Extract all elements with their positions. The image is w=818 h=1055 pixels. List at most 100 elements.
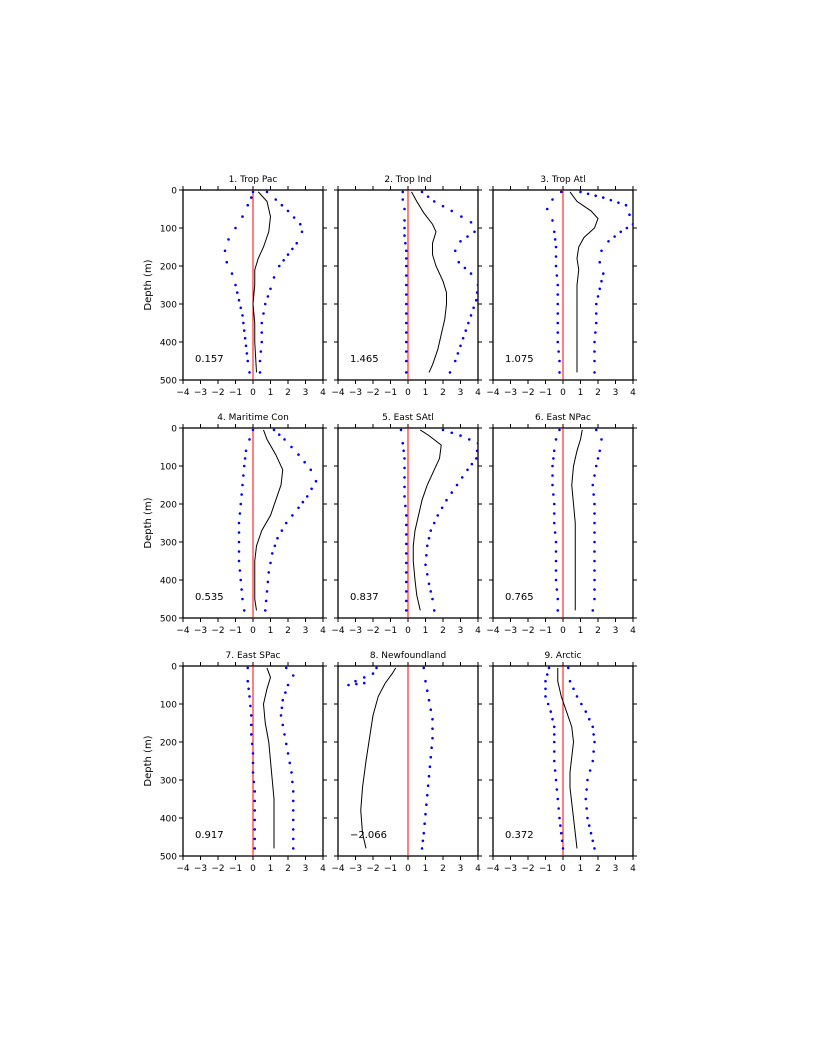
spread-profile-point <box>594 194 597 197</box>
spread-profile-point <box>551 464 554 468</box>
x-tick-label: 2 <box>285 864 291 874</box>
y-axis-label: Depth (m) <box>143 735 154 786</box>
spread-profile-point <box>355 682 358 686</box>
spread-profile-point <box>593 569 596 572</box>
x-tick-label: 4 <box>320 626 326 636</box>
spread-profile-point <box>593 740 596 744</box>
spread-profile-point <box>291 514 294 517</box>
spread-profile-point <box>280 203 284 207</box>
x-tick-label: −2 <box>366 626 379 636</box>
spread-profile-point <box>230 272 234 275</box>
spread-profile-point <box>440 506 444 510</box>
spread-profile-point <box>556 302 560 306</box>
x-tick-label: −4 <box>176 626 190 636</box>
spread-profile-point <box>556 340 560 344</box>
spread-profile-point <box>544 687 547 691</box>
x-tick-label: −4 <box>486 864 500 874</box>
spread-profile-point <box>260 321 264 325</box>
x-tick-label: 0 <box>560 626 566 636</box>
spread-profile-point <box>593 559 596 563</box>
spread-profile-point <box>253 799 257 803</box>
spread-profile-point <box>593 588 596 591</box>
spread-profile-point <box>403 457 406 460</box>
spread-profile-point <box>459 434 462 437</box>
spread-profile-point <box>431 597 434 601</box>
spread-profile-point <box>594 464 598 468</box>
spread-profile-point <box>461 336 465 340</box>
spread-profile-point <box>554 569 558 572</box>
spread-profile-point <box>558 359 561 363</box>
x-tick-label: 1 <box>268 388 274 398</box>
spread-profile-point <box>625 226 629 230</box>
spread-profile-point <box>401 198 405 201</box>
panel-title: 5. East SAtl <box>382 413 434 423</box>
spread-profile-point <box>432 609 436 612</box>
spread-profile-point <box>624 203 628 207</box>
spread-profile-point <box>404 552 408 555</box>
spread-profile-point <box>242 321 245 325</box>
spread-profile-point <box>246 666 250 670</box>
plot-area <box>399 428 478 618</box>
spread-profile-point <box>404 283 408 287</box>
spread-profile-point <box>404 523 408 527</box>
spread-profile-point <box>237 521 241 525</box>
spread-profile-point <box>276 536 279 540</box>
panel-9: 9. Arctic −4 −3 −2 −1 0 1 2 3 4 0.372 <box>486 651 637 874</box>
spread-profile-point <box>237 298 241 302</box>
spread-profile-point <box>248 438 251 441</box>
spread-profile-point <box>404 533 408 536</box>
x-tick-label: 4 <box>320 388 326 398</box>
spread-profile-point <box>609 198 613 202</box>
spread-profile-point <box>237 559 241 563</box>
spread-profile-point <box>248 371 251 374</box>
spread-profile-point <box>246 359 250 363</box>
panel-value-annotation: −2.066 <box>350 830 387 841</box>
spread-profile-point <box>580 702 583 706</box>
spread-profile-point <box>459 240 462 243</box>
plot-area <box>347 666 434 856</box>
spread-profile-point <box>431 727 434 730</box>
spread-profile-point <box>473 230 476 234</box>
spread-profile-point <box>554 778 558 782</box>
plot-area <box>551 428 603 618</box>
spread-profile-point <box>593 359 596 363</box>
x-tick-label: 2 <box>595 864 601 874</box>
spread-profile-point <box>551 219 554 222</box>
spread-profile-point <box>427 582 431 586</box>
panel-3: 3. Trop Atl −4 −3 −2 −1 0 1 2 3 4 1.075 <box>486 175 637 398</box>
spread-profile-point <box>280 529 284 532</box>
spread-profile-point <box>291 837 295 841</box>
spread-profile-point <box>249 714 253 717</box>
x-tick-label: −2 <box>366 864 379 874</box>
spread-profile-point <box>297 453 300 456</box>
x-tick-label: −1 <box>384 626 397 636</box>
panel-8: 8. Newfoundland −4 −3 −2 −1 0 1 2 3 4 −2.066 <box>331 651 482 874</box>
spread-profile-point <box>421 839 425 843</box>
spread-profile-point <box>545 673 549 676</box>
spread-profile-point <box>617 201 620 204</box>
plot-area <box>246 666 295 856</box>
spread-profile-point <box>404 504 407 508</box>
spread-profile-point <box>556 293 560 296</box>
spread-profile-point <box>290 445 293 449</box>
spread-profile-point <box>557 807 560 810</box>
spread-profile-point <box>295 241 299 245</box>
spread-profile-point <box>262 312 265 315</box>
spread-profile-point <box>239 306 243 310</box>
spread-profile-point <box>450 431 454 435</box>
x-tick-label: 0 <box>405 864 411 874</box>
spread-profile-point <box>556 331 560 334</box>
spread-profile-point <box>459 344 462 348</box>
spread-profile-point <box>431 717 434 721</box>
mean-profile-line <box>571 429 583 611</box>
spread-profile-point <box>281 698 285 702</box>
spread-profile-point <box>553 531 557 534</box>
spread-profile-point <box>469 314 473 317</box>
x-tick-label: −4 <box>176 388 190 398</box>
spread-profile-point <box>584 797 588 801</box>
spread-profile-point <box>281 723 285 727</box>
spread-profile-point <box>585 807 588 810</box>
spread-profile-point <box>593 502 596 506</box>
x-tick-label: −3 <box>194 626 207 636</box>
spread-profile-point <box>591 725 595 729</box>
